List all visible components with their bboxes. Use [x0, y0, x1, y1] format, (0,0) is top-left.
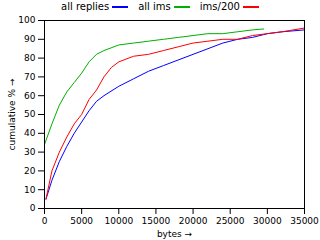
svg-text:35000: 35000	[290, 216, 319, 226]
svg-text:10: 10	[24, 185, 36, 195]
svg-text:80: 80	[24, 53, 36, 63]
svg-text:10000: 10000	[104, 216, 133, 226]
svg-text:60: 60	[24, 91, 36, 101]
svg-text:40: 40	[24, 128, 36, 138]
svg-text:20000: 20000	[179, 216, 208, 226]
svg-text:15000: 15000	[142, 216, 171, 226]
svg-text:0: 0	[42, 216, 48, 226]
svg-text:0: 0	[30, 203, 36, 213]
html-text:ims/200: ims/200	[199, 1, 240, 12]
html-text:all replies: all replies	[61, 1, 110, 12]
svg-text:70: 70	[24, 72, 36, 82]
svg-text:bytes →: bytes →	[157, 229, 193, 239]
svg-text:30: 30	[24, 147, 36, 157]
svg-text:100: 100	[18, 15, 35, 25]
svg-text:20: 20	[24, 166, 36, 176]
svg-text:5000: 5000	[70, 216, 93, 226]
html-text:all ims: all ims	[138, 1, 171, 12]
svg-text:50: 50	[24, 109, 36, 119]
svg-text:30000: 30000	[253, 216, 282, 226]
svg-text:90: 90	[24, 34, 36, 44]
svg-text:25000: 25000	[216, 216, 245, 226]
svg-text:cumulative % →: cumulative % →	[7, 78, 17, 150]
